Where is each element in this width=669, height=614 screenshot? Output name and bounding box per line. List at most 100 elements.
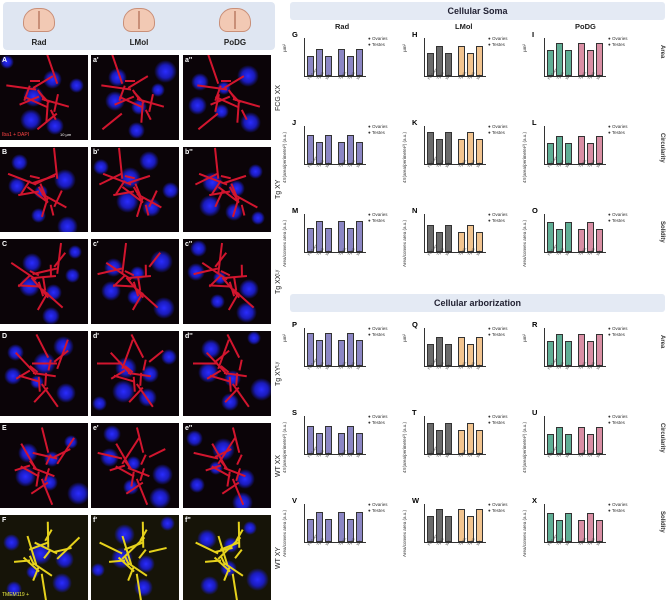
bar: [578, 229, 585, 252]
panel-letter: P: [292, 320, 298, 329]
legend: ● Ovaries ● Testes: [488, 414, 508, 425]
legend: ● Ovaries ● Testes: [488, 36, 508, 47]
legend: ● Ovaries ● Testes: [368, 212, 388, 223]
y-axis: [304, 328, 305, 366]
measure-label: Circularity: [659, 423, 665, 453]
nucleus: [200, 576, 219, 595]
bar: [476, 509, 483, 542]
panel-letter: S: [292, 408, 298, 417]
panel-letter: K: [412, 118, 418, 127]
microglia-process: [223, 274, 247, 279]
section-soma: Cellular Soma: [290, 2, 665, 20]
bar: [436, 139, 443, 164]
y-axis: [544, 504, 545, 542]
legend: ● Ovaries ● Testes: [608, 502, 628, 513]
micrograph-label: f': [93, 517, 97, 524]
nucleus: [54, 169, 76, 191]
nucleus: [189, 477, 205, 493]
x-tick: WT: [325, 249, 332, 257]
plot-panel: M Area/convex area (a.u.) ● Ovaries ● Teste…: [282, 206, 397, 274]
bar: [556, 229, 563, 252]
microglia-process: [29, 175, 40, 179]
bar: [467, 225, 474, 252]
bar: [578, 520, 585, 542]
region-label: LMol: [129, 38, 149, 47]
brain-icon: [23, 8, 55, 32]
x-tick: WT: [445, 539, 452, 547]
region-label: PoDG: [223, 38, 247, 47]
bar: [356, 49, 363, 76]
nucleus: [67, 482, 88, 505]
x-tick: WT: [476, 161, 483, 169]
nucleus: [250, 378, 271, 401]
nucleus: [55, 550, 74, 569]
y-axis: [544, 328, 545, 366]
nucleus: [103, 425, 121, 443]
plot-panel: O Area/convex area (a.u.) ● Ovaries ● Teste…: [522, 206, 637, 274]
bar: [356, 512, 363, 542]
panel-letter: J: [292, 118, 297, 127]
y-label: 4π(area/perimeter²) (a.u.): [402, 132, 407, 184]
x-axis: [304, 76, 366, 77]
bar: [325, 426, 332, 454]
bar: [476, 232, 483, 252]
y-axis: [304, 504, 305, 542]
nucleus: [246, 568, 269, 591]
panel-letter: L: [532, 118, 537, 127]
bar: [565, 434, 572, 454]
microglia-process: [241, 264, 243, 276]
measure-label: Solidity: [659, 511, 665, 533]
microglia-process: [40, 427, 49, 453]
bar: [578, 427, 585, 454]
microglia-process: [148, 448, 166, 458]
nucleus: [128, 122, 145, 139]
x-axis: [424, 366, 486, 367]
microglia-process: [232, 573, 239, 600]
y-axis: [304, 38, 305, 76]
nucleus: [236, 302, 257, 323]
x-tick: WT: [356, 363, 363, 371]
x-axis: [544, 76, 606, 77]
bar: [556, 334, 563, 366]
bar: [596, 520, 603, 542]
panel-letter: T: [412, 408, 417, 417]
x-tick: WT: [325, 363, 332, 371]
nucleus: [237, 65, 259, 87]
bar: [467, 423, 474, 454]
legend: ● Ovaries ● Testes: [488, 212, 508, 223]
bar: [556, 43, 563, 76]
nucleus: [0, 55, 14, 69]
microglia-process: [125, 80, 135, 82]
bar: [565, 143, 572, 164]
measure-label: Solidity: [659, 221, 665, 243]
nucleus: [46, 117, 64, 135]
bar: [347, 333, 354, 366]
bar: [458, 509, 465, 542]
micrograph-label: e'': [185, 425, 193, 432]
nucleus: [188, 96, 207, 115]
x-tick: WT: [565, 73, 572, 81]
x-tick: WT: [445, 363, 452, 371]
micrograph-label: B: [2, 149, 8, 156]
nucleus: [52, 573, 72, 593]
nucleus: [162, 182, 179, 199]
x-axis: [424, 454, 486, 455]
bar: [325, 333, 332, 366]
panel-letter: U: [532, 408, 538, 417]
nucleus: [160, 516, 175, 531]
nucleus: [239, 279, 259, 299]
brain-icon: [219, 8, 251, 32]
nucleus: [139, 151, 159, 171]
x-tick: WT: [325, 451, 332, 459]
nucleus: [92, 396, 107, 411]
bar: [316, 142, 323, 164]
y-label: Area/convex area (a.u.): [402, 510, 407, 558]
bar: [316, 221, 323, 252]
bar: [445, 423, 452, 454]
microglia-process: [102, 113, 123, 131]
bar: [325, 228, 332, 252]
microglia-process: [127, 75, 149, 89]
x-tick: WT: [596, 73, 603, 81]
bar: [427, 516, 434, 542]
